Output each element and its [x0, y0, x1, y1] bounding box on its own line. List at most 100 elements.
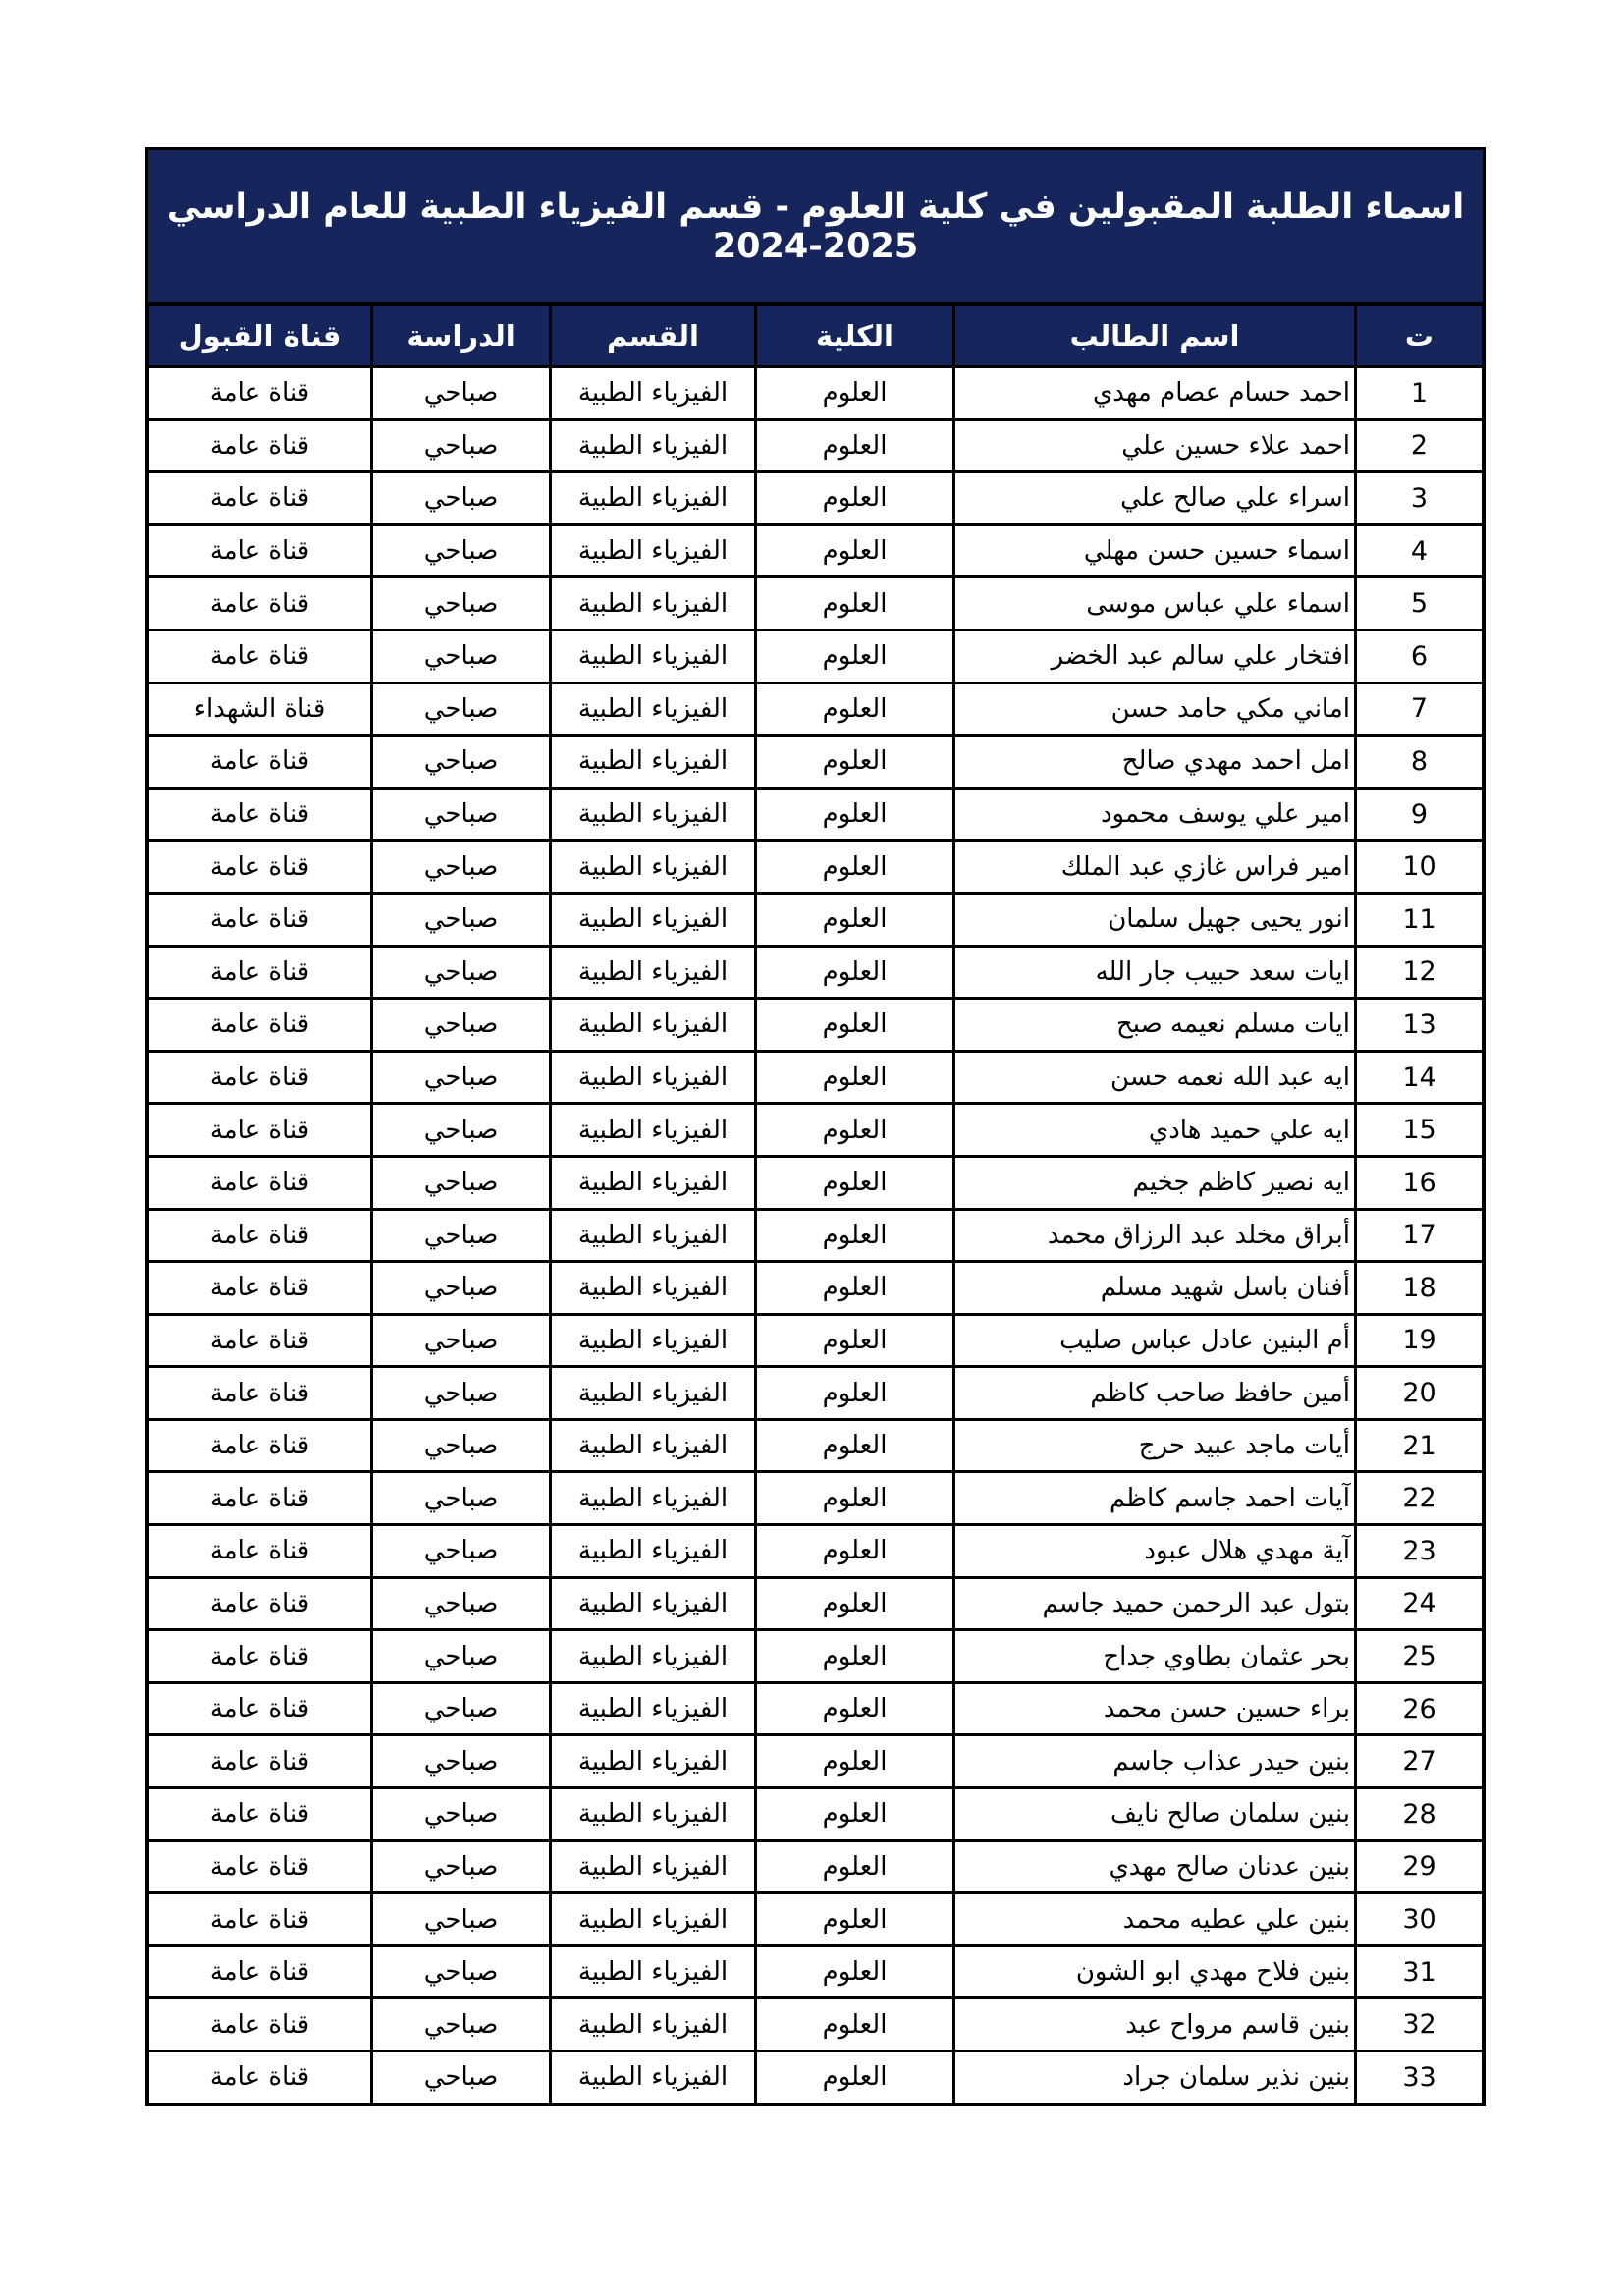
- table-cell-college: العلوم: [757, 1368, 952, 1418]
- students-list-document: اسماء الطلبة المقبولين في كلية العلوم - …: [145, 147, 1486, 2106]
- table-cell-name: بنين نذير سلمان جراد: [955, 2052, 1354, 2103]
- table-cell-name: أبراق مخلد عبد الرزاق محمد: [955, 1210, 1354, 1261]
- table-cell-channel: قناة عامة: [149, 473, 370, 523]
- table-cell-channel: قناة عامة: [149, 1736, 370, 1787]
- table-cell-study: صباحي: [373, 368, 549, 418]
- table-cell-index: 5: [1357, 578, 1482, 629]
- table-cell-index: 31: [1357, 1946, 1482, 1997]
- table-cell-department: الفيزياء الطبية: [552, 420, 754, 471]
- table-cell-department: الفيزياء الطبية: [552, 1473, 754, 1524]
- table-cell-department: الفيزياء الطبية: [552, 1420, 754, 1471]
- table-cell-study: صباحي: [373, 630, 549, 682]
- table-cell-name: بنين فلاح مهدي ابو الشون: [955, 1946, 1354, 1997]
- table-cell-channel: قناة عامة: [149, 1999, 370, 2050]
- table-cell-department: الفيزياء الطبية: [552, 894, 754, 945]
- table-cell-name: احمد حسام عصام مهدي: [955, 368, 1354, 418]
- table-cell-index: 33: [1357, 2052, 1482, 2103]
- table-cell-department: الفيزياء الطبية: [552, 1368, 754, 1418]
- table-cell-college: العلوم: [757, 1578, 952, 1629]
- header-cell-department: القسم: [552, 306, 754, 365]
- table-cell-channel: قناة عامة: [149, 630, 370, 682]
- table-cell-name: اسماء حسين حسن مهلي: [955, 525, 1354, 576]
- table-cell-name: امير فراس غازي عبد الملك: [955, 842, 1354, 892]
- table-cell-department: الفيزياء الطبية: [552, 1105, 754, 1155]
- table-cell-channel: قناة عامة: [149, 578, 370, 629]
- table-cell-channel: قناة عامة: [149, 1157, 370, 1208]
- table-cell-study: صباحي: [373, 1473, 549, 1524]
- table-cell-channel: قناة عامة: [149, 1526, 370, 1576]
- table-cell-study: صباحي: [373, 1000, 549, 1050]
- table-cell-name: بنين قاسم مرواح عبد: [955, 1999, 1354, 2050]
- table-cell-name: ايه علي حميد هادي: [955, 1105, 1354, 1155]
- header-cell-channel: قناة القبول: [149, 306, 370, 365]
- header-cell-name: اسم الطالب: [955, 306, 1354, 365]
- table-cell-channel: قناة عامة: [149, 368, 370, 418]
- document-title: اسماء الطلبة المقبولين في كلية العلوم - …: [145, 147, 1486, 302]
- table-cell-index: 9: [1357, 789, 1482, 840]
- table-cell-name: اسراء علي صالح علي: [955, 473, 1354, 523]
- table-cell-name: أفنان باسل شهيد مسلم: [955, 1263, 1354, 1313]
- table-cell-name: اماني مكي حامد حسن: [955, 683, 1354, 735]
- table-cell-study: صباحي: [373, 947, 549, 998]
- header-cell-college: الكلية: [757, 306, 952, 365]
- table-cell-college: العلوم: [757, 1263, 952, 1313]
- table-cell-name: امل احمد مهدي صالح: [955, 737, 1354, 787]
- table-cell-study: صباحي: [373, 473, 549, 523]
- table-cell-index: 22: [1357, 1473, 1482, 1524]
- table-cell-channel: قناة عامة: [149, 894, 370, 945]
- table-cell-study: صباحي: [373, 1578, 549, 1629]
- table-cell-department: الفيزياء الطبية: [552, 1736, 754, 1787]
- table-cell-study: صباحي: [373, 525, 549, 576]
- table-cell-department: الفيزياء الطبية: [552, 1052, 754, 1103]
- table-cell-department: الفيزياء الطبية: [552, 368, 754, 418]
- table-cell-department: الفيزياء الطبية: [552, 630, 754, 682]
- table-cell-name: بتول عبد الرحمن حميد جاسم: [955, 1578, 1354, 1629]
- table-cell-index: 18: [1357, 1263, 1482, 1313]
- table-cell-index: 10: [1357, 842, 1482, 892]
- table-cell-college: العلوم: [757, 789, 952, 840]
- table-cell-college: العلوم: [757, 368, 952, 418]
- table-cell-department: الفيزياء الطبية: [552, 1999, 754, 2050]
- table-cell-department: الفيزياء الطبية: [552, 1578, 754, 1629]
- table-cell-department: الفيزياء الطبية: [552, 473, 754, 523]
- table-cell-channel: قناة عامة: [149, 1578, 370, 1629]
- table-cell-college: العلوم: [757, 894, 952, 945]
- table-cell-college: العلوم: [757, 1052, 952, 1103]
- table-cell-college: العلوم: [757, 737, 952, 787]
- table-cell-college: العلوم: [757, 1683, 952, 1734]
- table-cell-channel: قناة عامة: [149, 1683, 370, 1734]
- table-cell-channel: قناة عامة: [149, 789, 370, 840]
- table-cell-index: 1: [1357, 368, 1482, 418]
- table-cell-channel: قناة عامة: [149, 1420, 370, 1471]
- table-cell-channel: قناة عامة: [149, 1789, 370, 1839]
- table-cell-name: بنين سلمان صالح نايف: [955, 1789, 1354, 1839]
- table-cell-name: احمد علاء حسين علي: [955, 420, 1354, 471]
- table-cell-department: الفيزياء الطبية: [552, 1315, 754, 1366]
- table-cell-name: امير علي يوسف محمود: [955, 789, 1354, 840]
- table-cell-college: العلوم: [757, 1000, 952, 1050]
- table-cell-name: أيات ماجد عبيد حرج: [955, 1420, 1354, 1471]
- table-cell-index: 20: [1357, 1368, 1482, 1418]
- table-cell-index: 2: [1357, 420, 1482, 471]
- table-cell-index: 21: [1357, 1420, 1482, 1471]
- table-cell-name: ايه عبد الله نعمه حسن: [955, 1052, 1354, 1103]
- table-cell-study: صباحي: [373, 1368, 549, 1418]
- table-cell-index: 16: [1357, 1157, 1482, 1208]
- header-cell-index: ت: [1357, 306, 1482, 365]
- table-cell-index: 27: [1357, 1736, 1482, 1787]
- table-cell-index: 25: [1357, 1631, 1482, 1681]
- table-cell-department: الفيزياء الطبية: [552, 1683, 754, 1734]
- table-cell-name: بنين حيدر عذاب جاسم: [955, 1736, 1354, 1787]
- table-cell-department: الفيزياء الطبية: [552, 2052, 754, 2103]
- table-cell-college: العلوم: [757, 1894, 952, 1944]
- table-cell-index: 14: [1357, 1052, 1482, 1103]
- table-cell-name: ايات مسلم نعيمه صبح: [955, 1000, 1354, 1050]
- table-cell-name: بنين علي عطيه محمد: [955, 1894, 1354, 1944]
- table-cell-channel: قناة عامة: [149, 1210, 370, 1261]
- table-cell-name: ايات سعد حبيب جار الله: [955, 947, 1354, 998]
- table-cell-index: 26: [1357, 1683, 1482, 1734]
- table-cell-study: صباحي: [373, 1789, 549, 1839]
- table-cell-study: صباحي: [373, 1263, 549, 1313]
- table-cell-index: 13: [1357, 1000, 1482, 1050]
